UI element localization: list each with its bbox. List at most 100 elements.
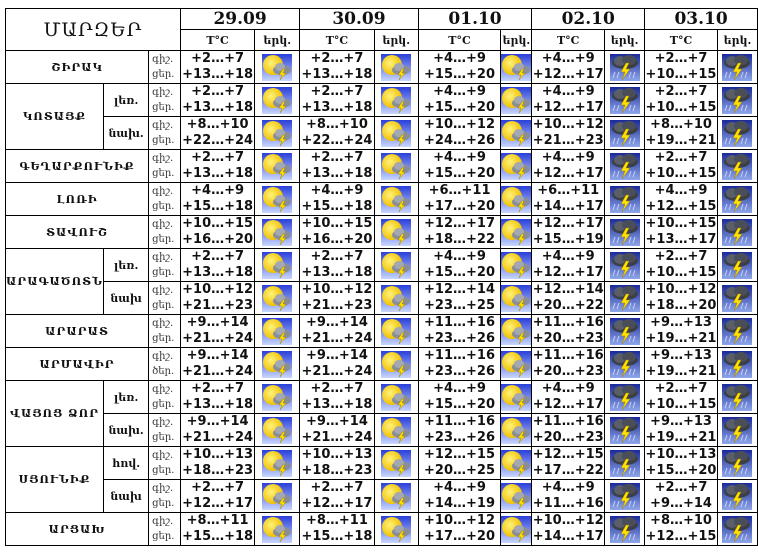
- temperature-cell: +10…+12 +17…+20: [417, 512, 502, 546]
- weather-icon-cell: [254, 314, 301, 348]
- temperature-cell: +2…+7 +12…+17: [299, 479, 375, 513]
- subregion-label: նախ: [103, 281, 150, 315]
- night-temperature: +4…+9: [541, 249, 595, 264]
- night-temperature: +2…+7: [191, 480, 245, 495]
- temperature-cell: +2…+7 +13…+18: [299, 83, 375, 117]
- day-temperature: +18…+20: [645, 298, 717, 313]
- thunderstorm-icon: [605, 416, 644, 444]
- day-temperature: +19…+21: [645, 364, 717, 379]
- day-temperature: +10…+15: [645, 67, 717, 82]
- temperature-cell: +2…+7 +13…+18: [179, 380, 256, 414]
- sun-cloud-lightning-icon: [501, 416, 532, 444]
- weather-icon-cell: [254, 281, 301, 315]
- weather-icon-cell: [716, 215, 758, 249]
- sun-cloud-lightning-icon: [255, 152, 299, 180]
- day-temperature: +13…+18: [182, 67, 254, 82]
- day-night-labels: գիշ. ցեր.: [148, 479, 181, 513]
- temperature-cell: +6…+11 +14…+17: [531, 182, 606, 216]
- weather-header: երկ.: [716, 29, 758, 51]
- night-temperature: +11…+16: [532, 315, 604, 330]
- temperature-cell: +2…+7 +13…+18: [299, 50, 375, 84]
- weather-icon-cell: [604, 314, 646, 348]
- thunderstorm-icon: [718, 449, 757, 477]
- day-temperature: +12…+17: [532, 166, 604, 181]
- region-name: ԳԵՂԱՐՔՈՒՆԻՔ: [4, 149, 150, 183]
- day-temperature: +21…+24: [301, 430, 373, 445]
- night-temperature: +4…+9: [310, 183, 364, 198]
- date-header: 03.10: [644, 8, 758, 30]
- day-temperature: +15…+20: [645, 463, 717, 478]
- day-temperature: +13…+18: [301, 67, 373, 82]
- table-row: ՏԱՎՈՒՇ գիշ. ցեր. +10…+15 +16…+20 +10…+15 +16…+…: [4, 215, 758, 249]
- date-header: 01.10: [417, 8, 533, 30]
- weather-header: երկ.: [500, 29, 533, 51]
- temperature-cell: +2…+7 +10…+15: [644, 83, 718, 117]
- day-label: ցեր.: [152, 168, 175, 179]
- weather-icon-cell: [716, 479, 758, 513]
- weather-icon-cell: [254, 446, 301, 480]
- day-night-labels: գիշ. ցեր.: [148, 446, 181, 480]
- weather-icon-cell: [254, 182, 301, 216]
- weather-icon-cell: [500, 248, 533, 282]
- subregion-label: լեռ.: [103, 83, 150, 117]
- thunderstorm-icon: [718, 86, 757, 114]
- temperature-cell: +11…+16 +20…+23: [531, 413, 606, 447]
- day-temperature: +21…+23: [301, 298, 373, 313]
- temperature-cell: +4…+9 +14…+19: [417, 479, 502, 513]
- weather-icon-cell: [716, 512, 758, 546]
- day-temperature: +13…+18: [182, 397, 254, 412]
- day-temperature: +24…+26: [424, 133, 495, 148]
- table-row: ԱՐԱՐԱՏ գիշ. ցեր. +9…+14 +21…+24 +9…+14 +21…+24…: [4, 314, 758, 348]
- temperature-cell: +2…+7 +10…+15: [644, 149, 718, 183]
- night-temperature: +9…+14: [305, 315, 368, 330]
- weather-icon-cell: [500, 281, 533, 315]
- temperature-cell: +2…+7 +13…+18: [299, 149, 375, 183]
- day-temperature: +14…+17: [532, 529, 604, 544]
- day-night-labels: գիշ. ցեր.: [148, 380, 181, 414]
- table-row: ԳԵՂԱՐՔՈՒՆԻՔ գիշ. ցեր. +2…+7 +13…+18 +2…+7 +13……: [4, 149, 758, 183]
- day-temperature: +15…+20: [424, 67, 495, 82]
- table-row: ԼՈՌԻ գիշ. ցեր. +4…+9 +15…+18 +4…+9 +15…+18 +6…+…: [4, 182, 758, 216]
- temperature-cell: +2…+7 +13…+18: [299, 248, 375, 282]
- thunderstorm-icon: [605, 317, 644, 345]
- sun-cloud-lightning-icon: [375, 317, 418, 345]
- night-label: գիշ.: [152, 285, 174, 296]
- temperature-header: T°C: [299, 29, 375, 51]
- weather-header: երկ.: [254, 29, 301, 51]
- table-row: նախ. գիշ. ցեր. +9…+14 +21…+24 +9…+14 +21…+24 +1…: [6, 413, 758, 447]
- day-temperature: +19…+21: [645, 133, 717, 148]
- weather-icon-cell: [373, 314, 419, 348]
- temperature-cell: +9…+14 +21…+24: [299, 314, 375, 348]
- day-temperature: +10…+15: [645, 166, 717, 181]
- night-temperature: +4…+9: [433, 381, 486, 396]
- weather-icon-cell: [604, 281, 646, 315]
- weather-icon-cell: [373, 380, 419, 414]
- day-label: ցեր.: [152, 399, 175, 410]
- sun-cloud-lightning-icon: [501, 284, 532, 312]
- weather-icon-cell: [373, 83, 419, 117]
- weather-icon-cell: [373, 479, 419, 513]
- thunderstorm-icon: [718, 515, 757, 543]
- weather-icon-cell: [604, 380, 646, 414]
- temperature-cell: +9…+13 +19…+21: [644, 413, 718, 447]
- weather-icon-cell: [604, 215, 646, 249]
- region-name: ՍՅՈՒՆԻՔ: [4, 446, 105, 513]
- day-label: ցեր.: [152, 498, 175, 509]
- day-temperature: +22…+24: [301, 133, 373, 148]
- sun-cloud-lightning-icon: [255, 218, 299, 246]
- temperature-cell: +9…+13 +19…+21: [644, 314, 718, 348]
- temperature-cell: +8…+10 +19…+21: [644, 116, 718, 150]
- subregion-label: լեռ.: [103, 248, 150, 282]
- weather-icon-cell: [254, 347, 301, 381]
- weather-icon-cell: [604, 413, 646, 447]
- day-temperature: +13…+18: [301, 166, 373, 181]
- subregion-label: նախ: [103, 479, 150, 513]
- day-label: ցեր.: [152, 432, 175, 443]
- night-temperature: +2…+7: [191, 249, 245, 264]
- night-temperature: +2…+7: [310, 51, 364, 66]
- subregion-label: նախ.: [103, 116, 150, 150]
- sun-cloud-lightning-icon: [501, 317, 532, 345]
- thunderstorm-icon: [718, 317, 757, 345]
- temperature-cell: +2…+7 +13…+18: [179, 248, 256, 282]
- sun-cloud-lightning-icon: [375, 482, 418, 510]
